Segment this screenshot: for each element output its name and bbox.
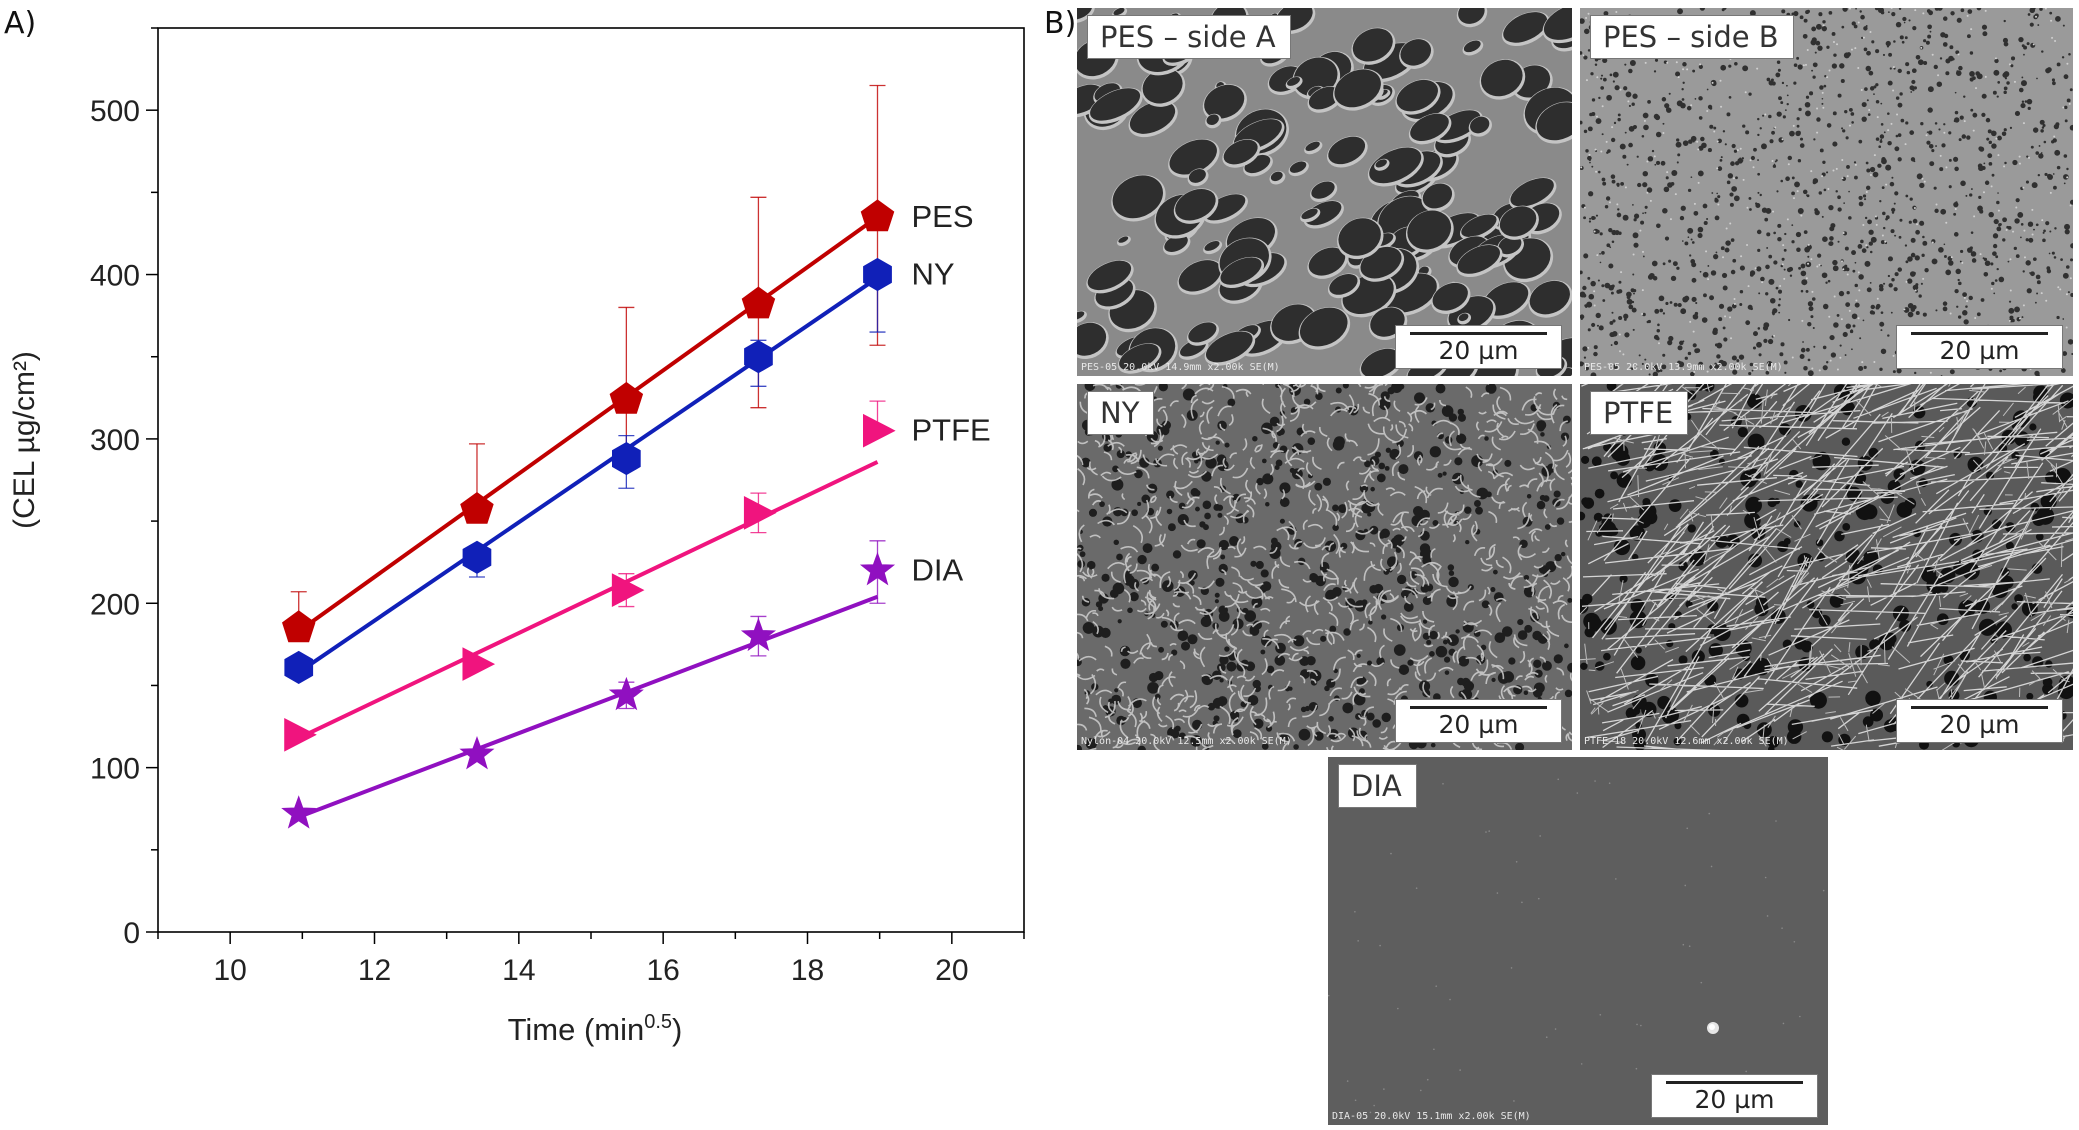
- data-point-hexagon: [744, 340, 773, 374]
- x-tick-label: 10: [213, 954, 246, 987]
- data-point-triangle-right: [284, 717, 317, 752]
- y-tick-label: 0: [123, 917, 140, 950]
- sem-texture: [1077, 384, 1572, 750]
- sem-texture: [1580, 8, 2073, 376]
- sem-label: PTFE: [1590, 391, 1689, 435]
- ny-fit-line: [297, 276, 879, 674]
- x-tick-label: 12: [358, 954, 391, 987]
- data-point-pentagon: [460, 491, 494, 524]
- data-point-star: [281, 795, 317, 829]
- sem-info-text: DIA-05 20.0kV 15.1mm x2.00k SE(M): [1332, 1111, 1531, 1122]
- sem-label: PES – side B: [1590, 15, 1794, 59]
- scale-bar: [1410, 706, 1547, 709]
- plot-frame: [157, 27, 1025, 933]
- dia-series-label: DIA: [912, 552, 964, 587]
- sem-info-text: Nylon-04 20.0kV 12.5mm x2.00k SE(M): [1081, 736, 1292, 747]
- data-point-star: [459, 736, 495, 770]
- sem-label: PES – side A: [1087, 15, 1291, 59]
- sem-texture: [1077, 8, 1572, 376]
- panel-b-label: B): [1044, 6, 1077, 41]
- scale-bar: [1911, 706, 2048, 709]
- data-point-pentagon: [860, 199, 895, 232]
- data-point-hexagon: [612, 442, 641, 476]
- data-point-pentagon: [609, 381, 644, 414]
- scale-bar-box: 20 µm: [1395, 699, 1562, 743]
- ptfe-series-label: PTFE: [912, 413, 991, 448]
- scale-bar-label: 20 µm: [1939, 710, 2020, 739]
- y-tick-label: 300: [90, 424, 140, 457]
- x-tick-label: 18: [791, 954, 824, 987]
- data-point-triangle-right: [863, 413, 896, 448]
- scale-bar-label: 20 µm: [1438, 710, 1519, 739]
- x-tick-label: 20: [935, 954, 968, 987]
- panel-a-label: A): [4, 6, 37, 41]
- sem-image-ny: NY 20 µm Nylon-04 20.0kV 12.5mm x2.00k S…: [1077, 384, 1572, 750]
- data-point-hexagon: [462, 540, 492, 574]
- scale-bar-label: 20 µm: [1694, 1085, 1775, 1114]
- scale-bar-box: 20 µm: [1896, 325, 2063, 369]
- y-tick-label: 400: [90, 260, 140, 293]
- scale-bar-box: 20 µm: [1395, 325, 1562, 369]
- data-point-pentagon: [282, 610, 316, 643]
- y-tick-label: 200: [90, 588, 140, 621]
- data-point-star: [859, 551, 896, 586]
- pes-series-label: PES: [912, 199, 974, 234]
- data-point-star: [740, 617, 776, 652]
- ptfe-fit-line: [297, 460, 879, 740]
- sem-image-pes-side-a: PES – side A 20 µm PES-05 20.0kV 14.9mm …: [1077, 8, 1572, 376]
- data-point-star: [608, 676, 644, 711]
- scale-bar-label: 20 µm: [1939, 336, 2020, 365]
- sem-texture: [1328, 757, 1828, 1125]
- scale-bar-box: 20 µm: [1896, 699, 2063, 743]
- sem-image-dia: DIA 20 µm DIA-05 20.0kV 15.1mm x2.00k SE…: [1328, 757, 1828, 1125]
- dia-fit-line: [298, 594, 879, 819]
- data-point-triangle-right: [611, 573, 645, 607]
- scale-bar-box: 20 µm: [1651, 1074, 1818, 1118]
- x-tick-label: 14: [502, 954, 535, 987]
- y-tick-label: 500: [90, 95, 140, 128]
- sem-label: DIA: [1338, 764, 1417, 808]
- sem-image-pes-side-b: PES – side B 20 µm PES-05 20.0kV 13.9mm …: [1580, 8, 2073, 376]
- sem-image-ptfe: PTFE 20 µm PTFE-18 20.0kV 12.6mm x2.00k …: [1580, 384, 2073, 750]
- scale-bar: [1410, 332, 1547, 335]
- data-point-triangle-right: [462, 647, 496, 681]
- ny-series-label: NY: [912, 257, 955, 292]
- scale-bar-label: 20 µm: [1438, 336, 1519, 365]
- sem-info-text: PES-05 20.0kV 14.9mm x2.00k SE(M): [1081, 362, 1280, 373]
- data-point-triangle-right: [743, 496, 777, 530]
- data-point-hexagon: [863, 257, 892, 292]
- data-point-hexagon: [284, 650, 314, 684]
- sem-info-text: PES-05 20.0kV 13.9mm x2.00k SE(M): [1584, 362, 1783, 373]
- scale-bar: [1911, 332, 2048, 335]
- pes-fit-line: [297, 215, 879, 633]
- y-tick-label: 100: [90, 753, 140, 786]
- data-point-pentagon: [741, 286, 776, 319]
- x-tick-label: 16: [646, 954, 679, 987]
- sem-info-text: PTFE-18 20.0kV 12.6mm x2.00k SE(M): [1584, 736, 1789, 747]
- y-axis-label: (CEL µg/cm²): [8, 351, 41, 529]
- sem-label: NY: [1087, 391, 1155, 435]
- x-axis-label: Time (min0.5): [508, 1011, 683, 1047]
- scale-bar: [1666, 1081, 1803, 1084]
- sem-texture: [1580, 384, 2073, 750]
